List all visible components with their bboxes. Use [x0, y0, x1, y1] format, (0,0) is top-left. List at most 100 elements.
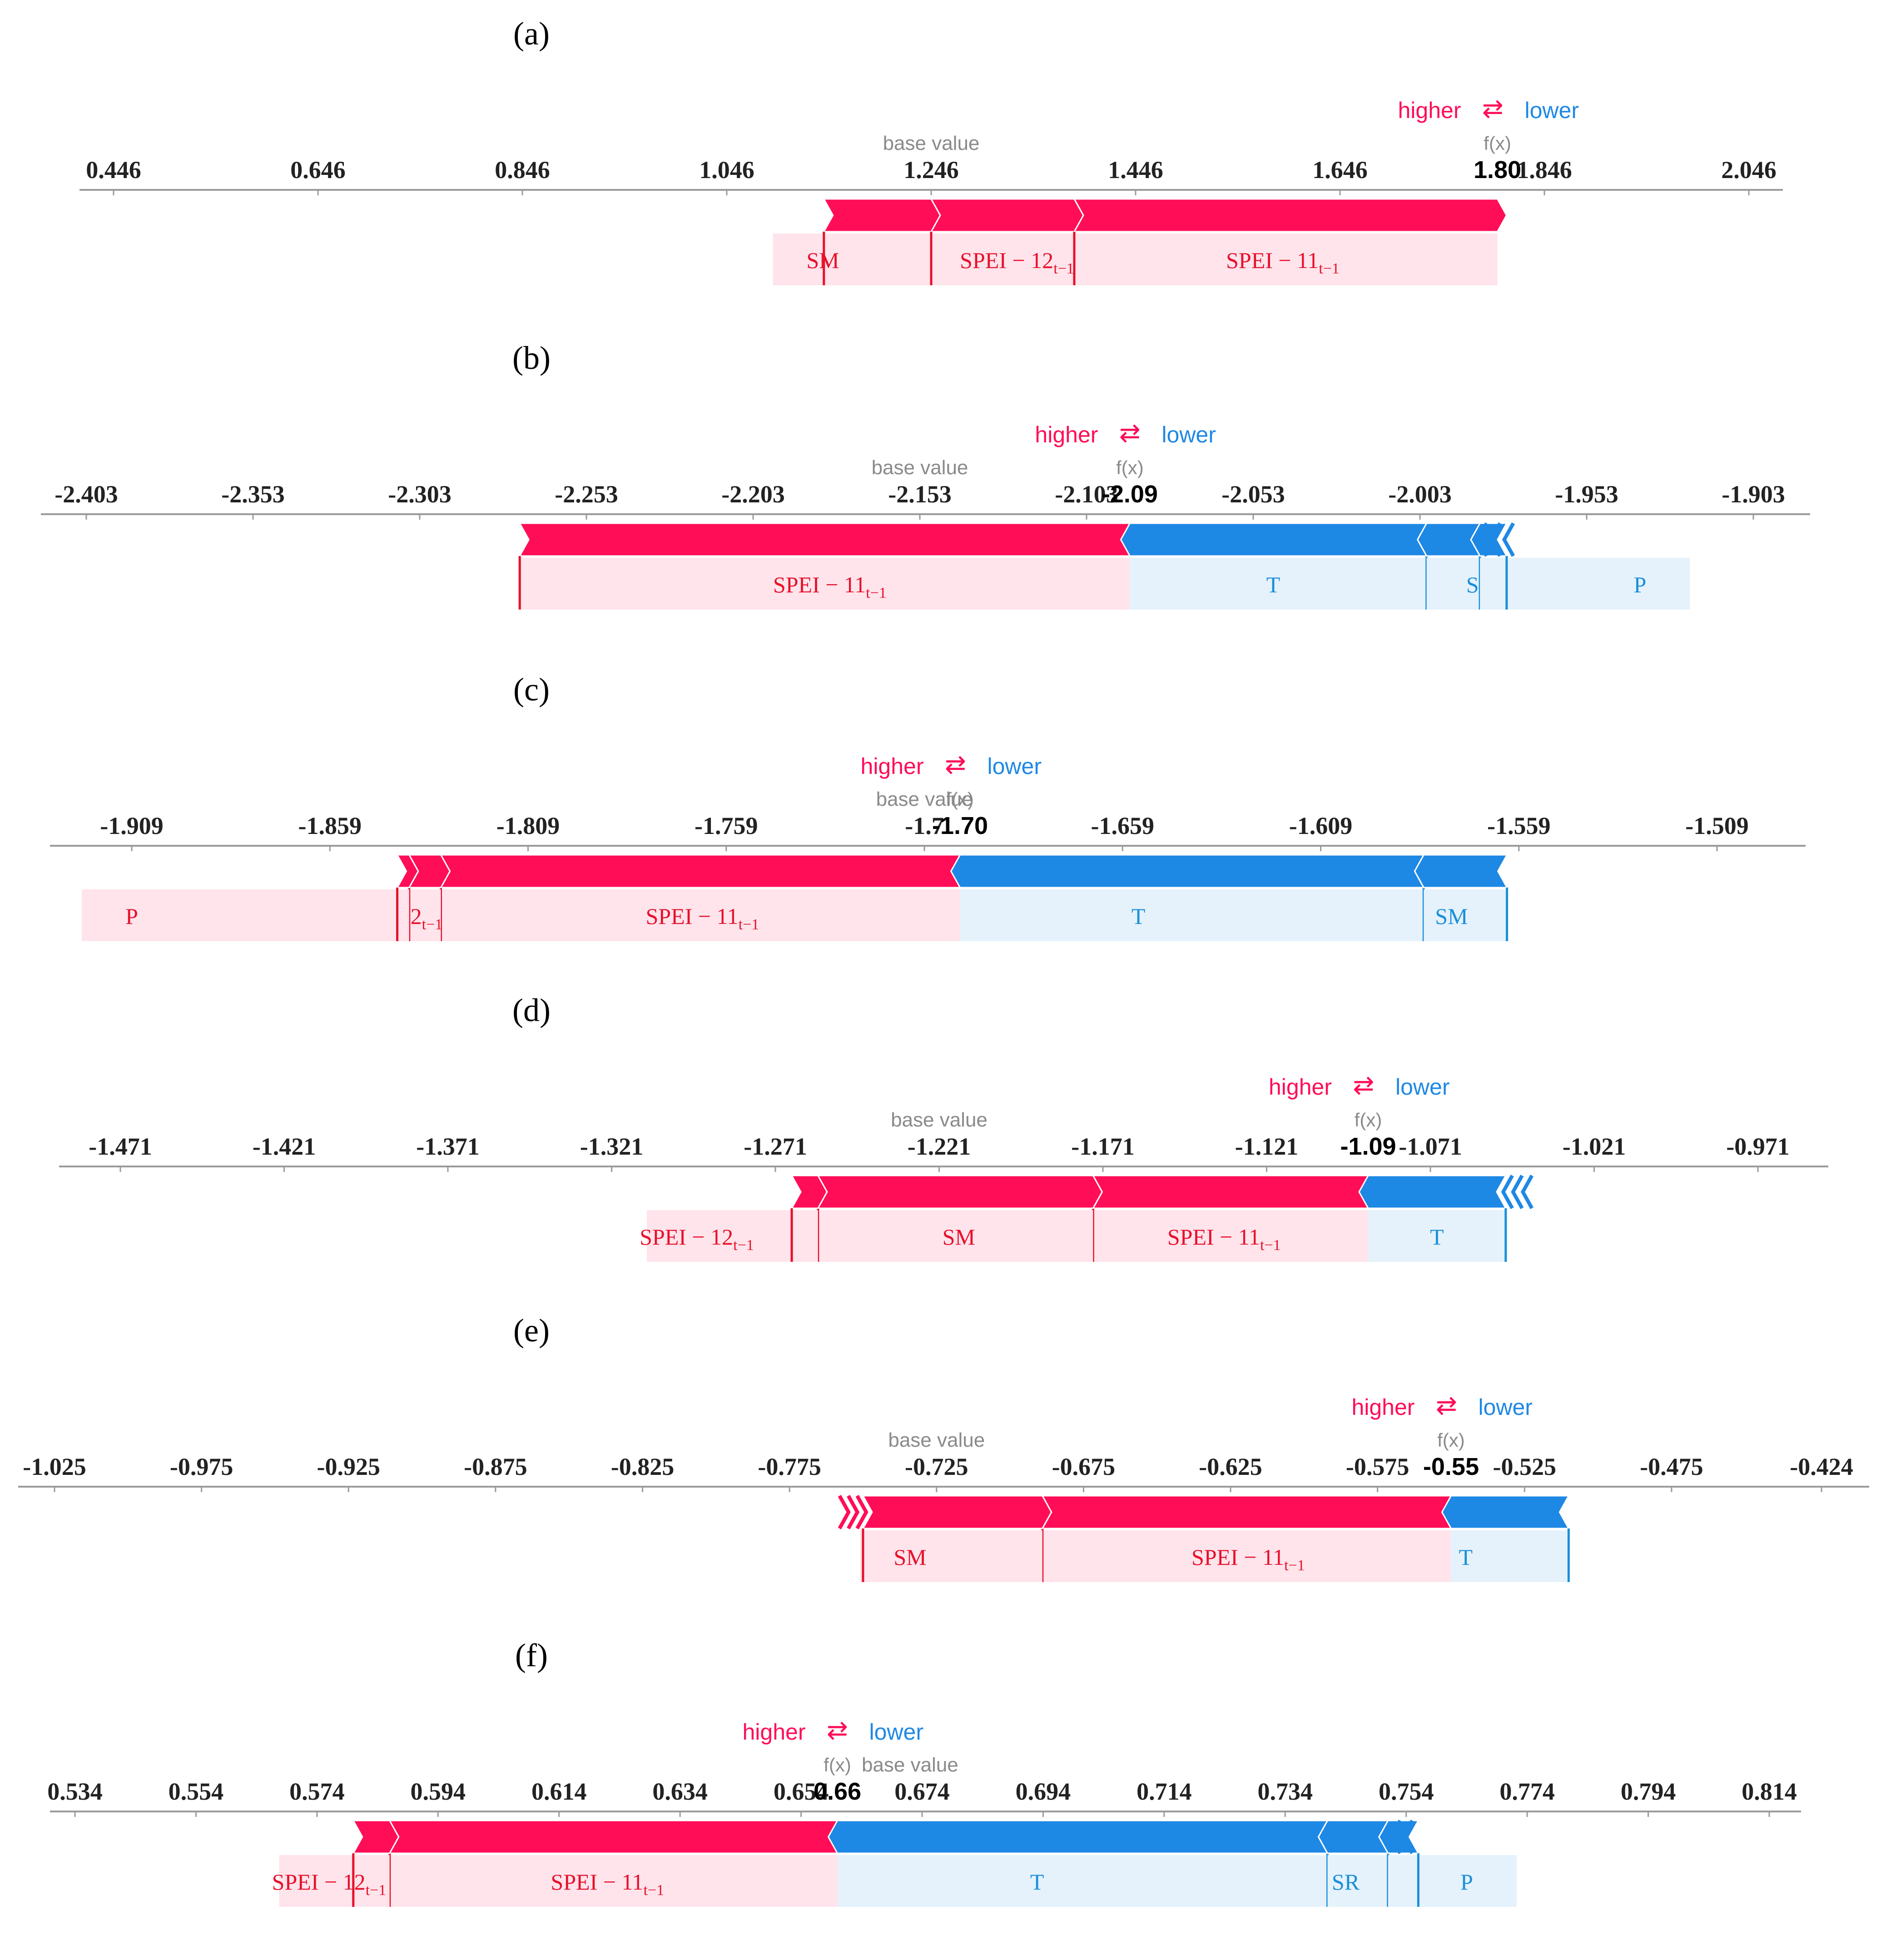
feature-label-bg — [279, 1855, 390, 1907]
cluster-chevron — [1401, 1820, 1414, 1854]
panel-letter: (d) — [512, 992, 551, 1028]
legend-higher: higher — [1035, 422, 1098, 447]
tick-label: -2.403 — [55, 481, 118, 508]
fx-value: -2.09 — [1102, 481, 1158, 508]
legend-arrow-icon: ⇄ — [945, 750, 966, 779]
base-value-label: base value — [883, 132, 980, 154]
cluster-chevron — [1501, 1175, 1514, 1209]
legend-lower: lower — [1161, 422, 1216, 447]
force-bar — [950, 854, 1425, 888]
tick-label: 0.534 — [47, 1778, 103, 1805]
fx-title: f(x) — [946, 789, 974, 810]
tick-label: -1.509 — [1685, 812, 1748, 839]
tick-label: -1.859 — [298, 812, 362, 839]
force-bar — [1120, 522, 1428, 557]
legend-arrow-icon: ⇄ — [827, 1716, 848, 1745]
feature-label-bg — [1042, 1530, 1451, 1582]
tick-label: -0.925 — [317, 1453, 380, 1480]
tick-label: -1.559 — [1487, 812, 1550, 839]
panel-letter: (e) — [513, 1312, 550, 1349]
force-bar — [1092, 1175, 1378, 1209]
fx-title: f(x) — [1484, 133, 1511, 154]
feature-label: SPEI − 11t−1 — [1191, 1544, 1305, 1574]
feature-label-bg — [1451, 1530, 1569, 1582]
feature-label: SR — [1332, 1869, 1360, 1895]
tick-label: 1.246 — [903, 156, 959, 184]
feature-label-bg — [931, 233, 1074, 285]
legend-lower: lower — [1395, 1074, 1449, 1100]
feature-label-bg — [1368, 1210, 1506, 1262]
force-bar — [817, 1175, 1103, 1209]
feature-label: T — [1132, 903, 1146, 929]
tick-label: 0.694 — [1016, 1778, 1071, 1805]
tick-label: -1.903 — [1722, 481, 1785, 508]
legend-lower: lower — [988, 754, 1042, 779]
feature-label-bg — [860, 1530, 1042, 1582]
fx-title: f(x) — [824, 1754, 851, 1776]
tick-label: -1.071 — [1399, 1133, 1462, 1160]
feature-label-bg — [960, 889, 1424, 941]
tick-label: -1.909 — [100, 812, 163, 839]
feature-label-bg — [441, 889, 960, 941]
feature-label: SPEI − 12t−1 — [960, 248, 1074, 277]
panel-letter: (b) — [512, 340, 551, 376]
feature-label: SM — [943, 1224, 975, 1250]
feature-label: P — [1460, 1869, 1473, 1895]
cluster-chevron — [1502, 522, 1515, 557]
legend-higher: higher — [1398, 98, 1461, 123]
feature-label: T — [1266, 572, 1280, 597]
tick-label: -1.421 — [253, 1133, 316, 1160]
tick-label: -1.953 — [1555, 481, 1618, 508]
base-value-label: base value — [891, 1109, 988, 1131]
tick-label: -1.025 — [23, 1453, 86, 1480]
base-value-label: base value — [862, 1754, 958, 1776]
tick-label: -0.775 — [758, 1453, 821, 1480]
fx-title: f(x) — [1355, 1109, 1382, 1131]
tick-label: 0.614 — [531, 1778, 587, 1805]
tick-label: 1.446 — [1108, 156, 1163, 184]
feature-label: SPEI − 11t−1 — [773, 572, 887, 601]
feature-label-bg — [1130, 558, 1427, 610]
force-plot-panel: (d) higher ⇄ lower base value f(x) -1.471 -1.42… — [59, 992, 1828, 1262]
tick-label: -1.609 — [1289, 812, 1352, 839]
feature-label: SPEI − 11t−1 — [551, 1869, 664, 1899]
feature-label: SPEI − 11t−1 — [646, 903, 759, 933]
feature-label-bg — [82, 889, 409, 941]
feature-label-bg — [389, 1855, 838, 1907]
tick-label: 0.554 — [169, 1778, 224, 1805]
tick-label: -2.003 — [1388, 481, 1451, 508]
cluster-chevron — [1389, 1820, 1402, 1854]
cluster-chevron — [1520, 1175, 1534, 1209]
tick-label: 1.846 — [1517, 156, 1572, 184]
force-plot-panel: (a) higher ⇄ lower base value f(x) 0.446 0.646 0… — [79, 15, 1783, 285]
feature-label: P — [1634, 572, 1647, 597]
cluster-chevron — [838, 1495, 851, 1529]
feature-label: T — [1030, 1869, 1044, 1895]
tick-label: -0.575 — [1346, 1453, 1409, 1480]
force-bar — [1317, 1820, 1390, 1854]
tick-label: 0.846 — [495, 156, 550, 184]
tick-label: 0.794 — [1621, 1778, 1676, 1805]
fx-value: -1.09 — [1340, 1133, 1396, 1160]
legend-higher: higher — [1269, 1074, 1332, 1100]
base-value-label: base value — [872, 457, 968, 479]
tick-label: 0.774 — [1499, 1778, 1555, 1805]
tick-label: 0.814 — [1742, 1778, 1797, 1805]
force-bar — [1358, 1175, 1507, 1209]
cluster-chevron — [1489, 522, 1502, 557]
feature-label-bg — [837, 1855, 1328, 1907]
tick-label: -0.971 — [1726, 1133, 1789, 1160]
tick-label: 1.646 — [1312, 156, 1368, 184]
panel-letter: (c) — [513, 671, 550, 708]
force-bar — [1441, 1495, 1570, 1529]
tick-label: -1.221 — [908, 1133, 971, 1160]
tick-label: -1.809 — [496, 812, 560, 839]
feature-label-bg — [773, 233, 931, 285]
legend-higher: higher — [743, 1719, 806, 1745]
legend-higher: higher — [1351, 1394, 1414, 1420]
tick-label: -0.825 — [611, 1453, 674, 1480]
tick-label: -0.475 — [1640, 1453, 1703, 1480]
force-bar — [1073, 198, 1508, 233]
force-bar — [862, 1495, 1052, 1529]
feature-label-bg — [818, 1210, 1093, 1262]
